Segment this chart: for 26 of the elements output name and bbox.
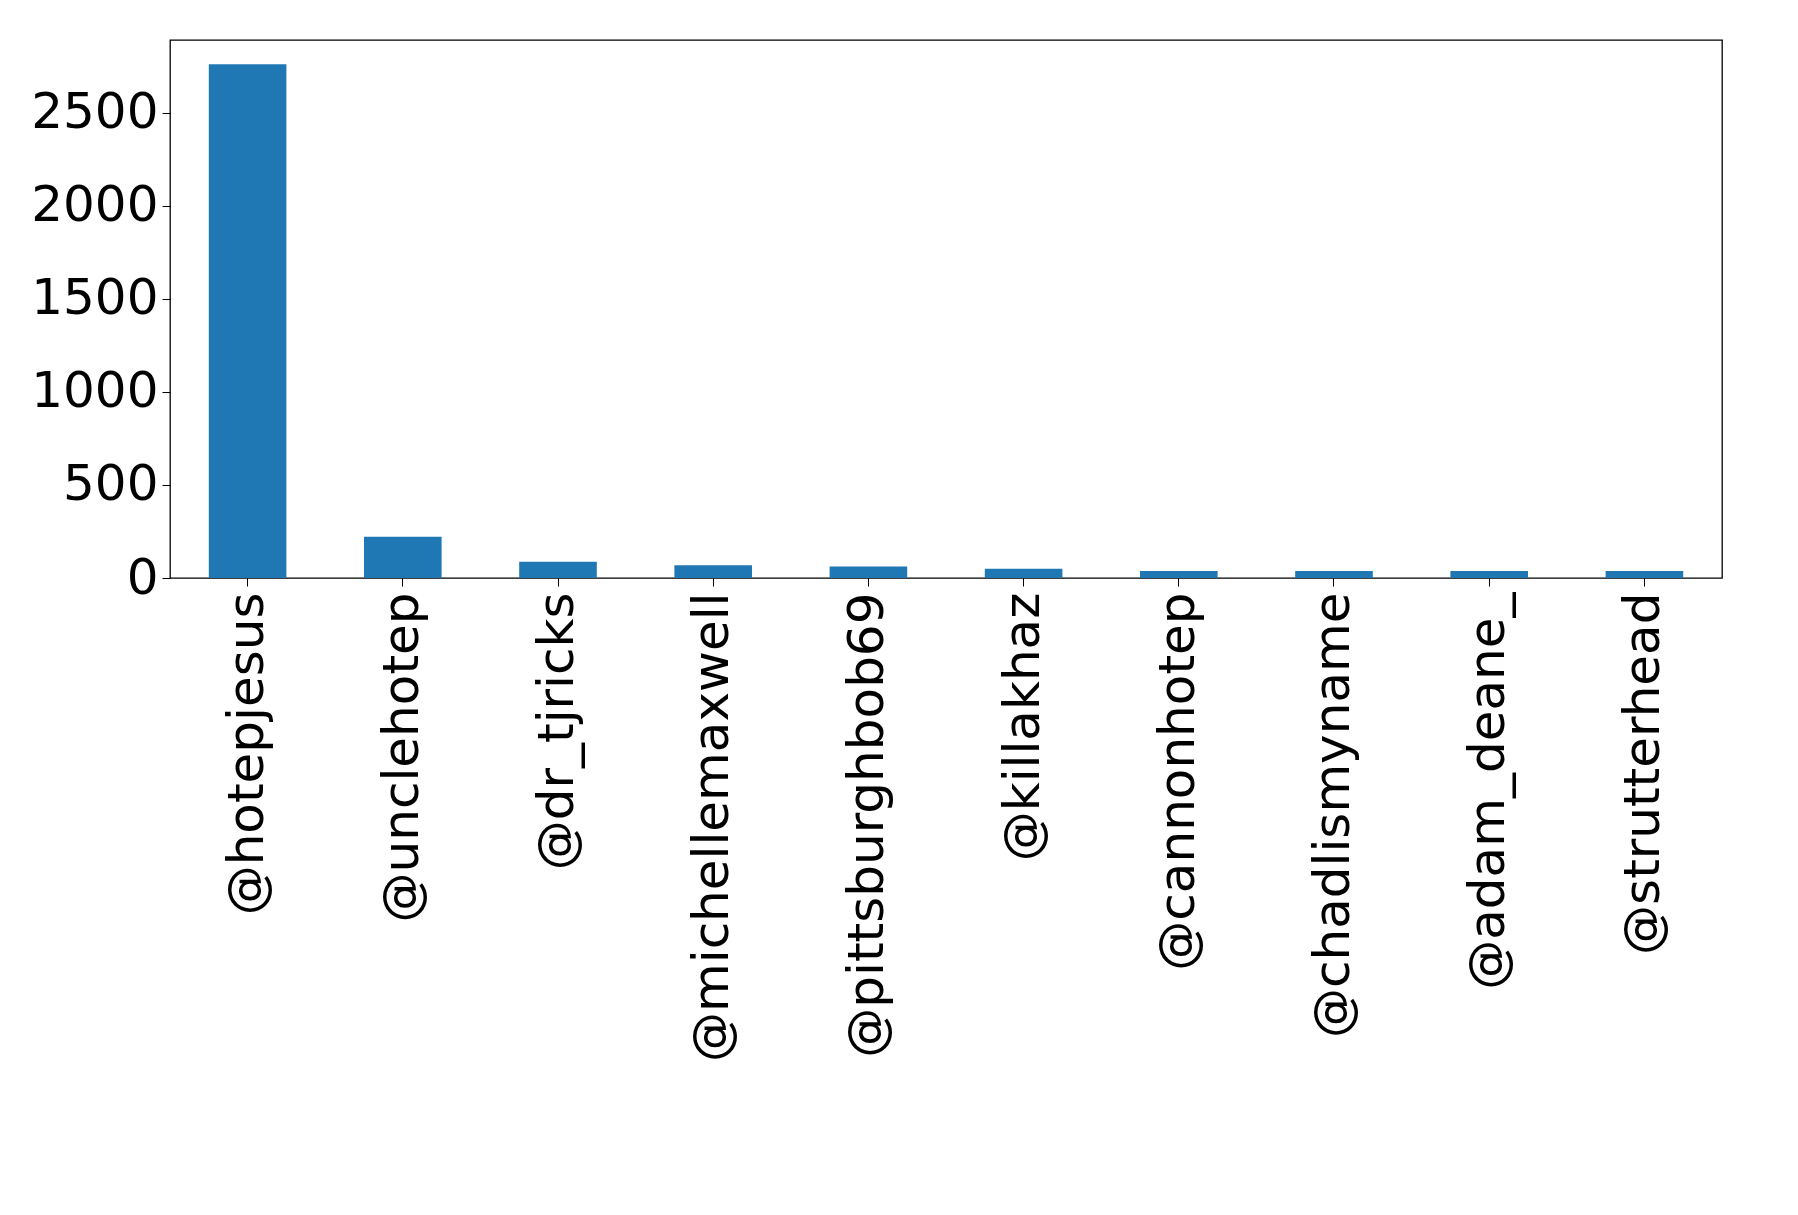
x-tick-label: @strutterhead [1613,592,1672,955]
x-tick-label: @hotepjesus [216,592,275,916]
y-tick-label: 0 [126,547,159,606]
bar [984,568,1063,578]
bar [1295,571,1373,578]
y-tick-label: 2500 [31,82,159,141]
bar [1140,570,1218,578]
x-tick-label: @michellemaxwell [682,592,741,1062]
bar [519,561,597,578]
bar [1450,571,1528,578]
y-tick-label: 1000 [31,361,159,420]
x-tick-label: @pittsburghbob69 [837,592,896,1058]
bar [208,64,287,578]
bar [1605,571,1684,578]
bar [829,566,908,578]
x-tick-label: @dr_tjricks [527,592,585,871]
x-tick-label: @cannonhotep [1147,592,1206,971]
y-tick-label: 500 [63,454,159,513]
y-tick-label: 2000 [31,175,159,234]
bar [364,536,442,578]
x-tick-label: @adam_deane_ [1458,591,1517,990]
y-tick-label: 1500 [31,268,159,327]
bar [674,565,752,578]
x-tick-label: @unclehotep [371,592,430,923]
x-tick-label: @killakhaz [992,592,1051,862]
x-tick-label: @chadlismyname [1303,592,1361,1038]
